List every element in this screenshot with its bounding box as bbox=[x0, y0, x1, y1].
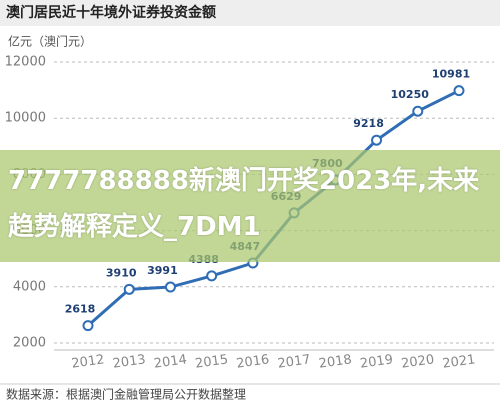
x-tick-label: 2019 bbox=[359, 352, 394, 371]
x-tick-label: 2020 bbox=[400, 352, 435, 371]
data-point bbox=[82, 320, 94, 332]
data-point bbox=[123, 283, 135, 295]
data-label: 3910 bbox=[106, 266, 137, 279]
data-label: 3991 bbox=[147, 264, 178, 277]
overlay-text: 7777788888新澳门开奖2023年,未来趋势解释定义_7DM1 bbox=[8, 166, 480, 242]
data-point bbox=[453, 85, 465, 97]
x-tick-label: 2017 bbox=[277, 352, 312, 371]
y-tick-label: 10000 bbox=[5, 111, 46, 126]
x-tick-label: 2015 bbox=[194, 352, 229, 371]
x-tick-label: 2016 bbox=[235, 352, 270, 371]
overlay-band bbox=[0, 150, 500, 262]
x-tick-label: 2021 bbox=[442, 352, 477, 371]
data-point bbox=[371, 134, 383, 146]
chart-title: 澳门居民近十年境外证券投资金额 bbox=[6, 4, 216, 21]
title-bar bbox=[0, 0, 500, 26]
y-axis-label: 亿元（澳门元） bbox=[8, 34, 92, 49]
y-tick-label: 12000 bbox=[5, 55, 46, 70]
x-tick-label: 2014 bbox=[153, 352, 188, 371]
y-tick-label: 4000 bbox=[13, 279, 46, 294]
data-label: 2618 bbox=[65, 303, 96, 316]
data-label: 10250 bbox=[391, 88, 430, 101]
x-tick-label: 2013 bbox=[112, 352, 147, 371]
data-point bbox=[412, 105, 424, 117]
x-tick-label: 2012 bbox=[71, 352, 106, 371]
data-point bbox=[206, 270, 218, 282]
data-point bbox=[164, 281, 176, 293]
source-note: 数据来源：根据澳门金融管理局公开数据整理 bbox=[6, 387, 246, 402]
x-tick-label: 2018 bbox=[318, 352, 353, 371]
data-label: 9218 bbox=[353, 117, 384, 130]
y-tick-label: 2000 bbox=[13, 335, 46, 350]
data-label: 10981 bbox=[432, 68, 470, 81]
